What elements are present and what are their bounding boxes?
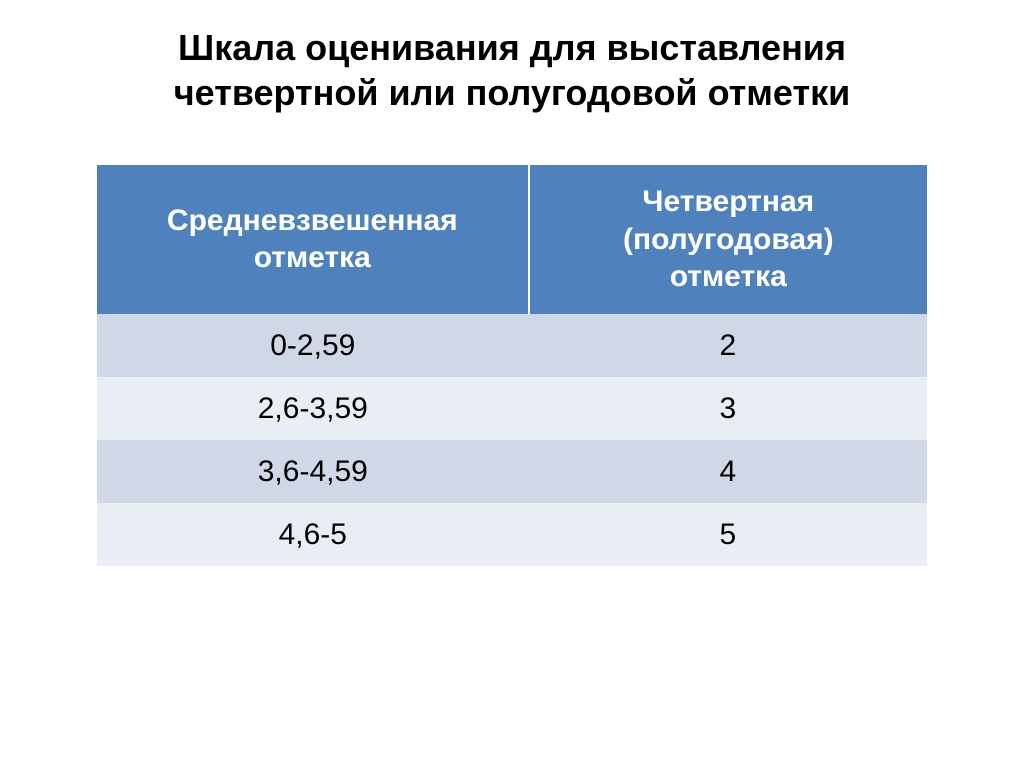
header-right-l2: (полугодовая) [623, 223, 834, 256]
header-right-l3: отметка [670, 260, 787, 293]
cell-range: 4,6-5 [97, 503, 529, 566]
table-header-row: Средневзвешенная отметка Четвертная (пол… [97, 165, 927, 314]
cell-range: 2,6-3,59 [97, 377, 529, 440]
table-row: 3,6-4,59 4 [97, 440, 927, 503]
page-title: Шкала оценивания для выставления четверт… [50, 25, 974, 115]
table-row: 4,6-5 5 [97, 503, 927, 566]
table-row: 2,6-3,59 3 [97, 377, 927, 440]
cell-range: 3,6-4,59 [97, 440, 529, 503]
cell-grade: 2 [529, 314, 927, 377]
cell-grade: 3 [529, 377, 927, 440]
cell-grade: 5 [529, 503, 927, 566]
title-line1: Шкала оценивания для выставления [178, 27, 846, 68]
cell-grade: 4 [529, 440, 927, 503]
header-right-l1: Четвертная [642, 185, 814, 218]
header-left-l2: отметка [254, 241, 371, 274]
cell-range: 0-2,59 [97, 314, 529, 377]
header-col-left: Средневзвешенная отметка [97, 165, 529, 314]
table-row: 0-2,59 2 [97, 314, 927, 377]
header-col-right: Четвертная (полугодовая) отметка [529, 165, 927, 314]
grading-table: Средневзвешенная отметка Четвертная (пол… [97, 165, 927, 566]
header-left-l1: Средневзвешенная [167, 204, 458, 237]
title-line2: четвертной или полугодовой отметки [174, 72, 851, 113]
